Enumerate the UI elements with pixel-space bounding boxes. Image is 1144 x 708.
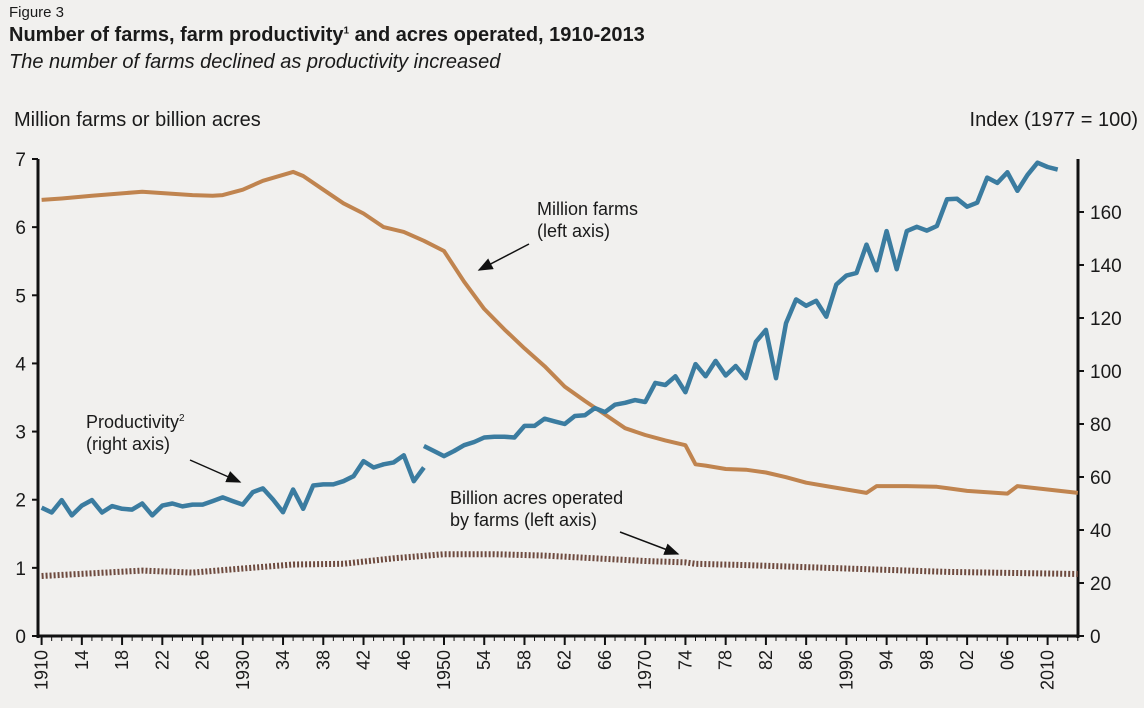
chart-subtitle: The number of farms declined as producti… xyxy=(9,51,501,73)
productivity-footnote: 2 xyxy=(179,413,185,424)
annotation-farms-line1: Million farms xyxy=(537,199,639,219)
x-tick-label: 78 xyxy=(716,650,736,670)
x-tick-label: 42 xyxy=(354,650,374,670)
right-tick-label: 20 xyxy=(1090,574,1111,595)
acres-line xyxy=(41,551,1078,579)
right-tick-label: 100 xyxy=(1090,362,1122,383)
productivity-line-segment xyxy=(40,453,426,518)
x-tick-label: 62 xyxy=(555,650,575,670)
annotation-farms-line2: (left axis) xyxy=(537,221,611,241)
title-footnote: 1 xyxy=(343,25,350,37)
x-tick-label: 58 xyxy=(514,650,534,670)
acres-annotation-arrow xyxy=(619,531,680,555)
left-tick-label: 1 xyxy=(15,559,26,580)
x-tick-label: 26 xyxy=(193,650,213,670)
x-tick-label: 86 xyxy=(796,650,816,670)
left-tick-label: 0 xyxy=(15,627,26,648)
x-tick-label: 54 xyxy=(474,650,494,670)
right-tick-label: 40 xyxy=(1090,521,1111,542)
left-tick-label: 4 xyxy=(15,354,26,375)
left-tick-label: 7 xyxy=(15,150,26,171)
x-tick-label: 38 xyxy=(313,650,333,670)
figure-label: Figure 3 xyxy=(9,4,65,21)
x-tick-label: 1970 xyxy=(635,650,655,690)
x-tick-label: 98 xyxy=(917,650,937,670)
x-tick-label: 06 xyxy=(997,650,1017,670)
annotation-acres-line1: Billion acres operated xyxy=(450,488,624,508)
left-tick-label: 2 xyxy=(15,491,26,512)
right-tick-label: 0 xyxy=(1090,627,1101,648)
left-tick-label: 3 xyxy=(15,423,26,444)
x-tick-label: 1910 xyxy=(32,650,52,690)
right-tick-label: 140 xyxy=(1090,256,1122,277)
annotation-farms: Million farms (left axis) xyxy=(537,198,638,242)
x-tick-label: 1990 xyxy=(836,650,856,690)
x-tick-label: 1930 xyxy=(233,650,253,690)
annotation-productivity-line2: (right axis) xyxy=(86,434,171,454)
x-tick-label: 34 xyxy=(273,650,293,670)
title-text: Number of farms, farm productivity xyxy=(9,24,344,46)
right-tick-label: 80 xyxy=(1090,415,1111,436)
right-axis-label: Index (1977 = 100) xyxy=(969,109,1138,131)
annotation-productivity-line1: Productivity xyxy=(86,412,180,432)
x-tick-label: 22 xyxy=(152,650,172,670)
x-tick-label: 66 xyxy=(595,650,615,670)
x-tick-label: 2010 xyxy=(1038,650,1058,690)
farms-annotation-arrow xyxy=(477,243,530,271)
chart-title: Number of farms, farm productivity1 and … xyxy=(9,24,645,47)
left-tick-label: 5 xyxy=(15,286,26,307)
x-tick-label: 82 xyxy=(756,650,776,670)
annotation-acres: Billion acres operated by farms (left ax… xyxy=(450,487,623,531)
right-tick-label: 120 xyxy=(1090,309,1122,330)
x-tick-label: 74 xyxy=(675,650,695,670)
annotation-productivity: Productivity2 (right axis) xyxy=(86,408,185,455)
right-tick-label: 160 xyxy=(1090,203,1122,224)
productivity-annotation-arrow xyxy=(189,459,242,483)
x-tick-label: 46 xyxy=(394,650,414,670)
right-tick-label: 60 xyxy=(1090,468,1111,489)
title-text-rest: and acres operated, 1910-2013 xyxy=(349,24,645,46)
productivity-line-segment xyxy=(422,160,1059,459)
annotation-acres-line2: by farms (left axis) xyxy=(450,510,598,530)
x-tick-label: 18 xyxy=(112,650,132,670)
x-tick-label: 1950 xyxy=(434,650,454,690)
x-tick-label: 02 xyxy=(957,650,977,670)
left-axis-label: Million farms or billion acres xyxy=(14,109,261,131)
x-tick-label: 94 xyxy=(877,650,897,670)
left-tick-label: 6 xyxy=(15,218,26,239)
x-tick-label: 14 xyxy=(72,650,92,670)
